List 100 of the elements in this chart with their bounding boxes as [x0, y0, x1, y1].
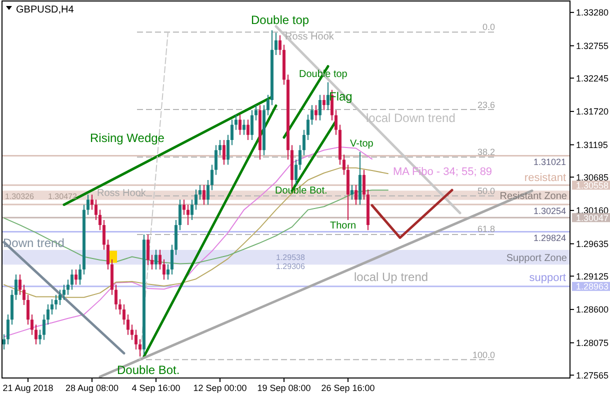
y-tick-label: 1.29635 [576, 238, 609, 249]
candlestick [310, 104, 314, 126]
annotation: 50.0 [477, 186, 495, 196]
candlestick [118, 298, 122, 316]
candlestick [246, 119, 250, 140]
candlestick [42, 314, 46, 340]
candlestick [362, 169, 366, 200]
y-tick-label: 1.32755 [576, 40, 609, 51]
annotation: MA Fibo - 34; 55; 89 [393, 166, 492, 178]
x-tick-label: 12 Sep 00:00 [193, 383, 247, 393]
candlestick [130, 324, 134, 340]
candlestick [70, 268, 74, 290]
y-tick-label: 1.27565 [576, 370, 609, 380]
candlestick [354, 184, 358, 206]
annotation: local Up trend [354, 270, 428, 284]
candlestick [98, 209, 102, 231]
annotation: 1.30326 [5, 192, 34, 201]
candlestick [214, 144, 218, 176]
y-tick-label: 1.31195 [576, 140, 608, 150]
candlestick [298, 144, 302, 170]
candlestick [78, 264, 82, 286]
y-tick-label: 1.28600 [576, 304, 609, 315]
annotation: 1.29306 [276, 262, 306, 271]
candlestick [166, 264, 170, 280]
candlestick [202, 184, 206, 206]
candlestick [134, 329, 138, 350]
annotation: 23.6 [477, 100, 495, 110]
x-tick-label: 19 Sep 08:00 [257, 383, 311, 393]
annotation: 38.2 [477, 147, 495, 158]
candlestick [194, 189, 198, 210]
candlestick [74, 268, 78, 286]
candlestick [334, 110, 338, 136]
x-tick-label: 26 Sep 16:00 [321, 383, 375, 393]
annotation: resistant [524, 172, 566, 184]
candlestick [326, 82, 330, 111]
candlestick [62, 284, 66, 300]
candlestick [342, 154, 346, 176]
candlestick [30, 314, 34, 336]
candlestick [198, 184, 202, 200]
candlestick [158, 249, 162, 270]
candlestick [6, 314, 10, 345]
candlestick [122, 304, 126, 326]
chart-title: GBPUSD,H4 [16, 4, 74, 16]
annotation: 0.0 [482, 22, 495, 32]
candlestick [14, 274, 18, 300]
annotation: 1.31021 [533, 157, 566, 168]
annotation: support [529, 272, 566, 284]
y-tick-label: 1.29125 [576, 271, 609, 282]
candlestick [190, 199, 194, 220]
candlestick [302, 129, 306, 156]
candlestick [222, 139, 226, 166]
candlestick [154, 249, 158, 270]
annotation: Rising Wedge [90, 131, 165, 146]
candlestick [162, 258, 166, 280]
annotation: 100.0 [472, 350, 495, 360]
candlestick [238, 114, 242, 136]
candlestick [254, 104, 258, 121]
annotation: 1.30254 [533, 206, 566, 216]
annotation: Double Bot. [117, 363, 180, 378]
candlestick [66, 279, 70, 296]
candlestick [234, 114, 238, 130]
candlestick [322, 94, 326, 111]
candlestick [306, 114, 310, 140]
annotation: 1.29538 [276, 252, 306, 262]
candlestick [54, 294, 58, 310]
candlestick [2, 334, 6, 350]
candlestick [318, 94, 322, 121]
y-tick-label: 1.32245 [576, 73, 609, 84]
band-label: Support Zone [506, 252, 568, 264]
candlestick [102, 219, 106, 250]
candlestick [50, 298, 54, 316]
annotation: 1.30472 [48, 192, 78, 201]
candlestick [242, 119, 246, 136]
candlestick [218, 139, 222, 156]
candlestick [22, 284, 26, 306]
annotation: Double top [251, 13, 310, 28]
y-tick-label: 1.31720 [576, 106, 609, 117]
annotation: Thorn [330, 220, 356, 232]
candlestick [46, 304, 50, 326]
candlestick [206, 179, 210, 206]
candlestick [26, 294, 30, 326]
candlestick [150, 254, 154, 270]
candlestick [350, 184, 354, 200]
candlestick [182, 199, 186, 216]
candlestick [86, 194, 90, 216]
candlestick [18, 274, 22, 296]
candlestick [114, 284, 118, 310]
candlestick [178, 199, 182, 231]
candlestick [138, 338, 142, 357]
y-tick-label: 1.30685 [576, 172, 609, 182]
ref-line-label: 1.28963 [576, 282, 609, 292]
x-tick-label: 4 Sep 16:00 [132, 383, 180, 393]
annotation: Ross Hook [97, 188, 147, 200]
x-tick-label: 28 Aug 08:00 [65, 383, 119, 393]
candlestick [90, 194, 94, 210]
x-tick-label: 21 Aug 2018 [2, 383, 54, 393]
candlestick [170, 244, 174, 276]
candlestick [314, 104, 318, 121]
y-tick-label: 1.28075 [576, 338, 609, 348]
candlestick [274, 32, 278, 56]
